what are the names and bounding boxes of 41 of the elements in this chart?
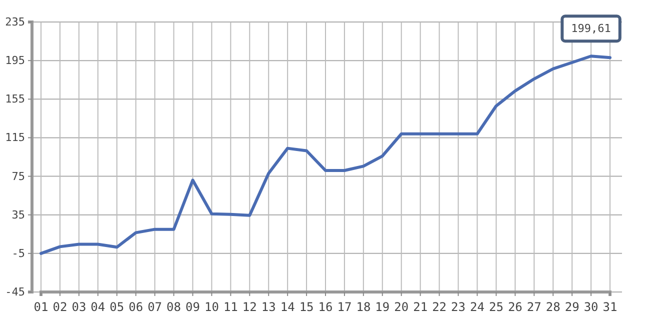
y-tick-label: 235 (5, 16, 25, 29)
x-tick-label: 11 (223, 300, 238, 314)
y-tick-label: 195 (5, 54, 25, 68)
x-tick-label: 19 (375, 300, 390, 314)
x-tick-label: 22 (432, 300, 447, 314)
x-tick-label: 15 (299, 300, 314, 314)
x-tick-label: 12 (242, 300, 257, 314)
y-tick-label: 115 (5, 131, 25, 144)
x-tick-label: 31 (602, 300, 618, 314)
y-tick-label: 155 (5, 92, 25, 106)
annotation: 199,61 (571, 22, 611, 36)
x-tick-label: 14 (280, 300, 295, 314)
x-tick-label: 05 (110, 300, 124, 314)
x-tick-label: 06 (128, 300, 144, 314)
x-tick-label: 20 (394, 300, 409, 314)
x-tick-label: 30 (584, 300, 598, 314)
x-tick-label: 16 (318, 300, 333, 314)
y-tick-label: -45 (5, 286, 25, 299)
x-tick-label: 03 (72, 300, 86, 314)
x-tick-label: 08 (166, 300, 181, 314)
x-tick-label: 28 (546, 300, 560, 314)
x-tick-label: 29 (564, 300, 580, 314)
y-tick-label: 75 (12, 170, 25, 183)
y-tick-label: 35 (12, 208, 25, 222)
x-tick-label: 21 (413, 300, 428, 314)
x-tick-label: 02 (52, 300, 68, 314)
x-tick-label: 24 (470, 300, 484, 314)
x-tick-label: 10 (204, 300, 219, 314)
line-series (40, 54, 612, 255)
x-tick-label: 26 (508, 300, 522, 314)
x-tick-label: 25 (488, 300, 504, 314)
x-tick-label: 07 (148, 300, 162, 314)
x-tick-label: 04 (90, 300, 106, 314)
x-tick-label: 27 (526, 300, 542, 314)
x-tick-label: 18 (356, 300, 371, 314)
y-tick-label: -5 (12, 246, 25, 260)
x-tick-label: 09 (186, 300, 200, 314)
x-tick-label: 23 (451, 300, 466, 314)
x-tick-label: 17 (337, 300, 352, 314)
x-tick-label: 13 (261, 300, 276, 314)
x-tick-label: 01 (34, 300, 48, 314)
